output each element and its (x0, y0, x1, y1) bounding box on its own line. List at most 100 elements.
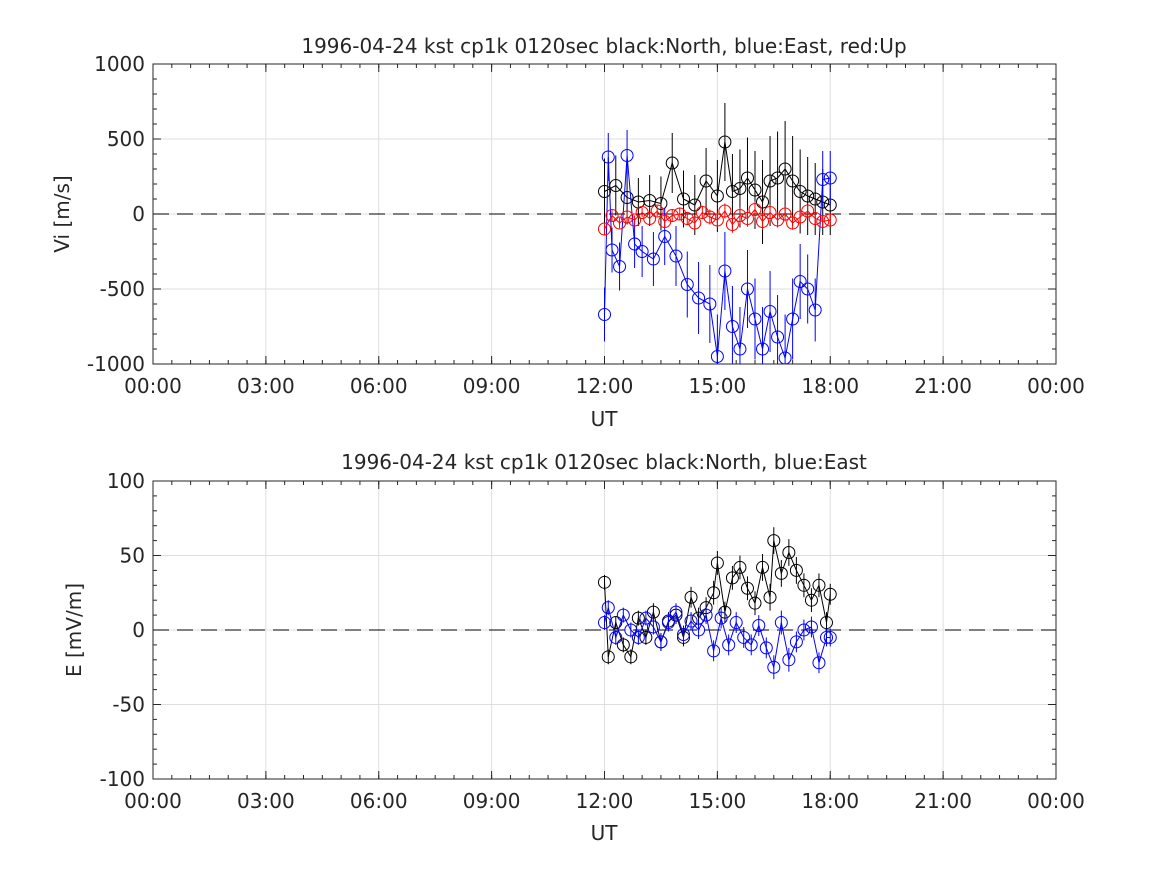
data-point-east (748, 312, 762, 326)
data-point-up (620, 210, 634, 224)
series-east (598, 130, 837, 365)
data-point-up (718, 204, 732, 218)
data-point-north (767, 534, 781, 548)
data-point-east (782, 653, 796, 667)
data-point-up (650, 204, 664, 218)
y-tick-label: 1000 (94, 52, 145, 76)
data-point-north (654, 197, 668, 210)
x-axis-label: UT (591, 407, 619, 431)
y-tick-label: 0 (132, 618, 145, 642)
data-point-up (725, 218, 739, 231)
data-point-up (748, 203, 762, 216)
x-tick-label: 09:00 (463, 789, 521, 813)
series-line-north (604, 141, 831, 206)
data-point-north (718, 135, 732, 149)
x-tick-label: 03:00 (237, 789, 295, 813)
y-tick-label: -50 (112, 693, 145, 717)
data-point-north (782, 546, 796, 560)
data-point-east (692, 291, 706, 305)
x-tick-labels: 00:00 03:00 06:00 09:00 12:00 15:00 18:00 21:00… (124, 789, 1085, 813)
data-point-east (613, 260, 627, 273)
data-point-north (786, 174, 800, 188)
y-tick-labels: 1000 500 0 -500 -1000 (87, 52, 145, 376)
data-point-east (635, 245, 649, 258)
data-point-east (624, 623, 638, 637)
data-point-north (763, 590, 777, 604)
data-point-east (680, 278, 694, 291)
data-point-east (601, 150, 615, 164)
y-axis-label: E [mV/m] (62, 583, 86, 677)
x-tick-labels: 00:00 03:00 06:00 09:00 12:00 15:00 18:00 21:00… (124, 374, 1085, 398)
data-point-east (812, 656, 826, 670)
data-point-north (620, 191, 634, 204)
data-point-north (763, 174, 777, 188)
data-point-north (812, 578, 826, 592)
data-point-east (703, 297, 717, 311)
y-tick-label: 100 (107, 469, 145, 493)
data-point-north (804, 593, 818, 607)
x-tick-label: 00:00 (124, 374, 182, 398)
data-marks (598, 103, 837, 365)
data-point-up (733, 209, 747, 222)
data-point-north (774, 566, 788, 580)
data-point-east (786, 312, 800, 326)
data-point-up (816, 215, 830, 228)
data-point-east (823, 630, 837, 644)
data-point-east (609, 630, 623, 644)
x-axis-label: UT (591, 821, 619, 845)
data-point-east (684, 614, 698, 628)
data-point-up (801, 204, 815, 218)
series-up (598, 201, 837, 236)
data-point-up (688, 216, 702, 230)
data-point-east (710, 350, 724, 363)
data-point-up (763, 206, 777, 219)
data-point-east (808, 303, 822, 317)
data-point-up (598, 222, 611, 236)
data-point-east (601, 601, 615, 615)
data-point-east (729, 616, 743, 630)
y-tick-label: 0 (132, 202, 145, 226)
panel-ion-velocity: 1996-04-24 kst cp1k 0120sec black:North,… (50, 34, 1085, 431)
data-point-up (823, 213, 837, 227)
data-point-north (710, 189, 724, 203)
data-point-east (598, 308, 611, 321)
data-point-east (725, 320, 739, 333)
data-point-north (677, 192, 691, 206)
data-point-east (639, 611, 653, 625)
data-point-up (710, 213, 724, 227)
x-tick-label: 00:00 (1027, 789, 1085, 813)
data-point-east (616, 608, 630, 622)
data-point-up (695, 206, 709, 219)
data-point-north (740, 581, 754, 595)
data-point-north (684, 590, 698, 604)
data-point-north (733, 560, 747, 574)
data-point-east (658, 230, 672, 243)
data-point-east (669, 605, 683, 619)
x-tick-label: 03:00 (237, 374, 295, 398)
y-tick-label: -100 (100, 767, 145, 791)
axes-frame (152, 480, 1057, 780)
data-point-up (740, 212, 754, 225)
data-point-north (801, 189, 815, 203)
data-point-north (710, 556, 724, 570)
data-point-north (639, 630, 653, 644)
data-point-north (778, 162, 792, 176)
data-point-east (793, 275, 807, 288)
data-point-east (801, 282, 815, 296)
data-point-north (665, 156, 679, 170)
y-tick-label: -1000 (87, 352, 145, 376)
data-point-north (725, 185, 739, 198)
data-point-up (605, 209, 619, 222)
y-tick-labels: 100 50 0 -50 -100 (100, 469, 145, 791)
data-point-north (789, 563, 803, 577)
x-tick-label: 12:00 (576, 789, 634, 813)
axes-frame (152, 63, 1057, 365)
data-point-north (748, 596, 762, 610)
x-tick-label: 00:00 (1027, 374, 1085, 398)
x-tick-label: 18:00 (801, 789, 859, 813)
data-point-east (707, 644, 721, 658)
data-point-east (677, 627, 691, 641)
data-point-up (808, 212, 822, 225)
data-point-north (598, 575, 611, 589)
